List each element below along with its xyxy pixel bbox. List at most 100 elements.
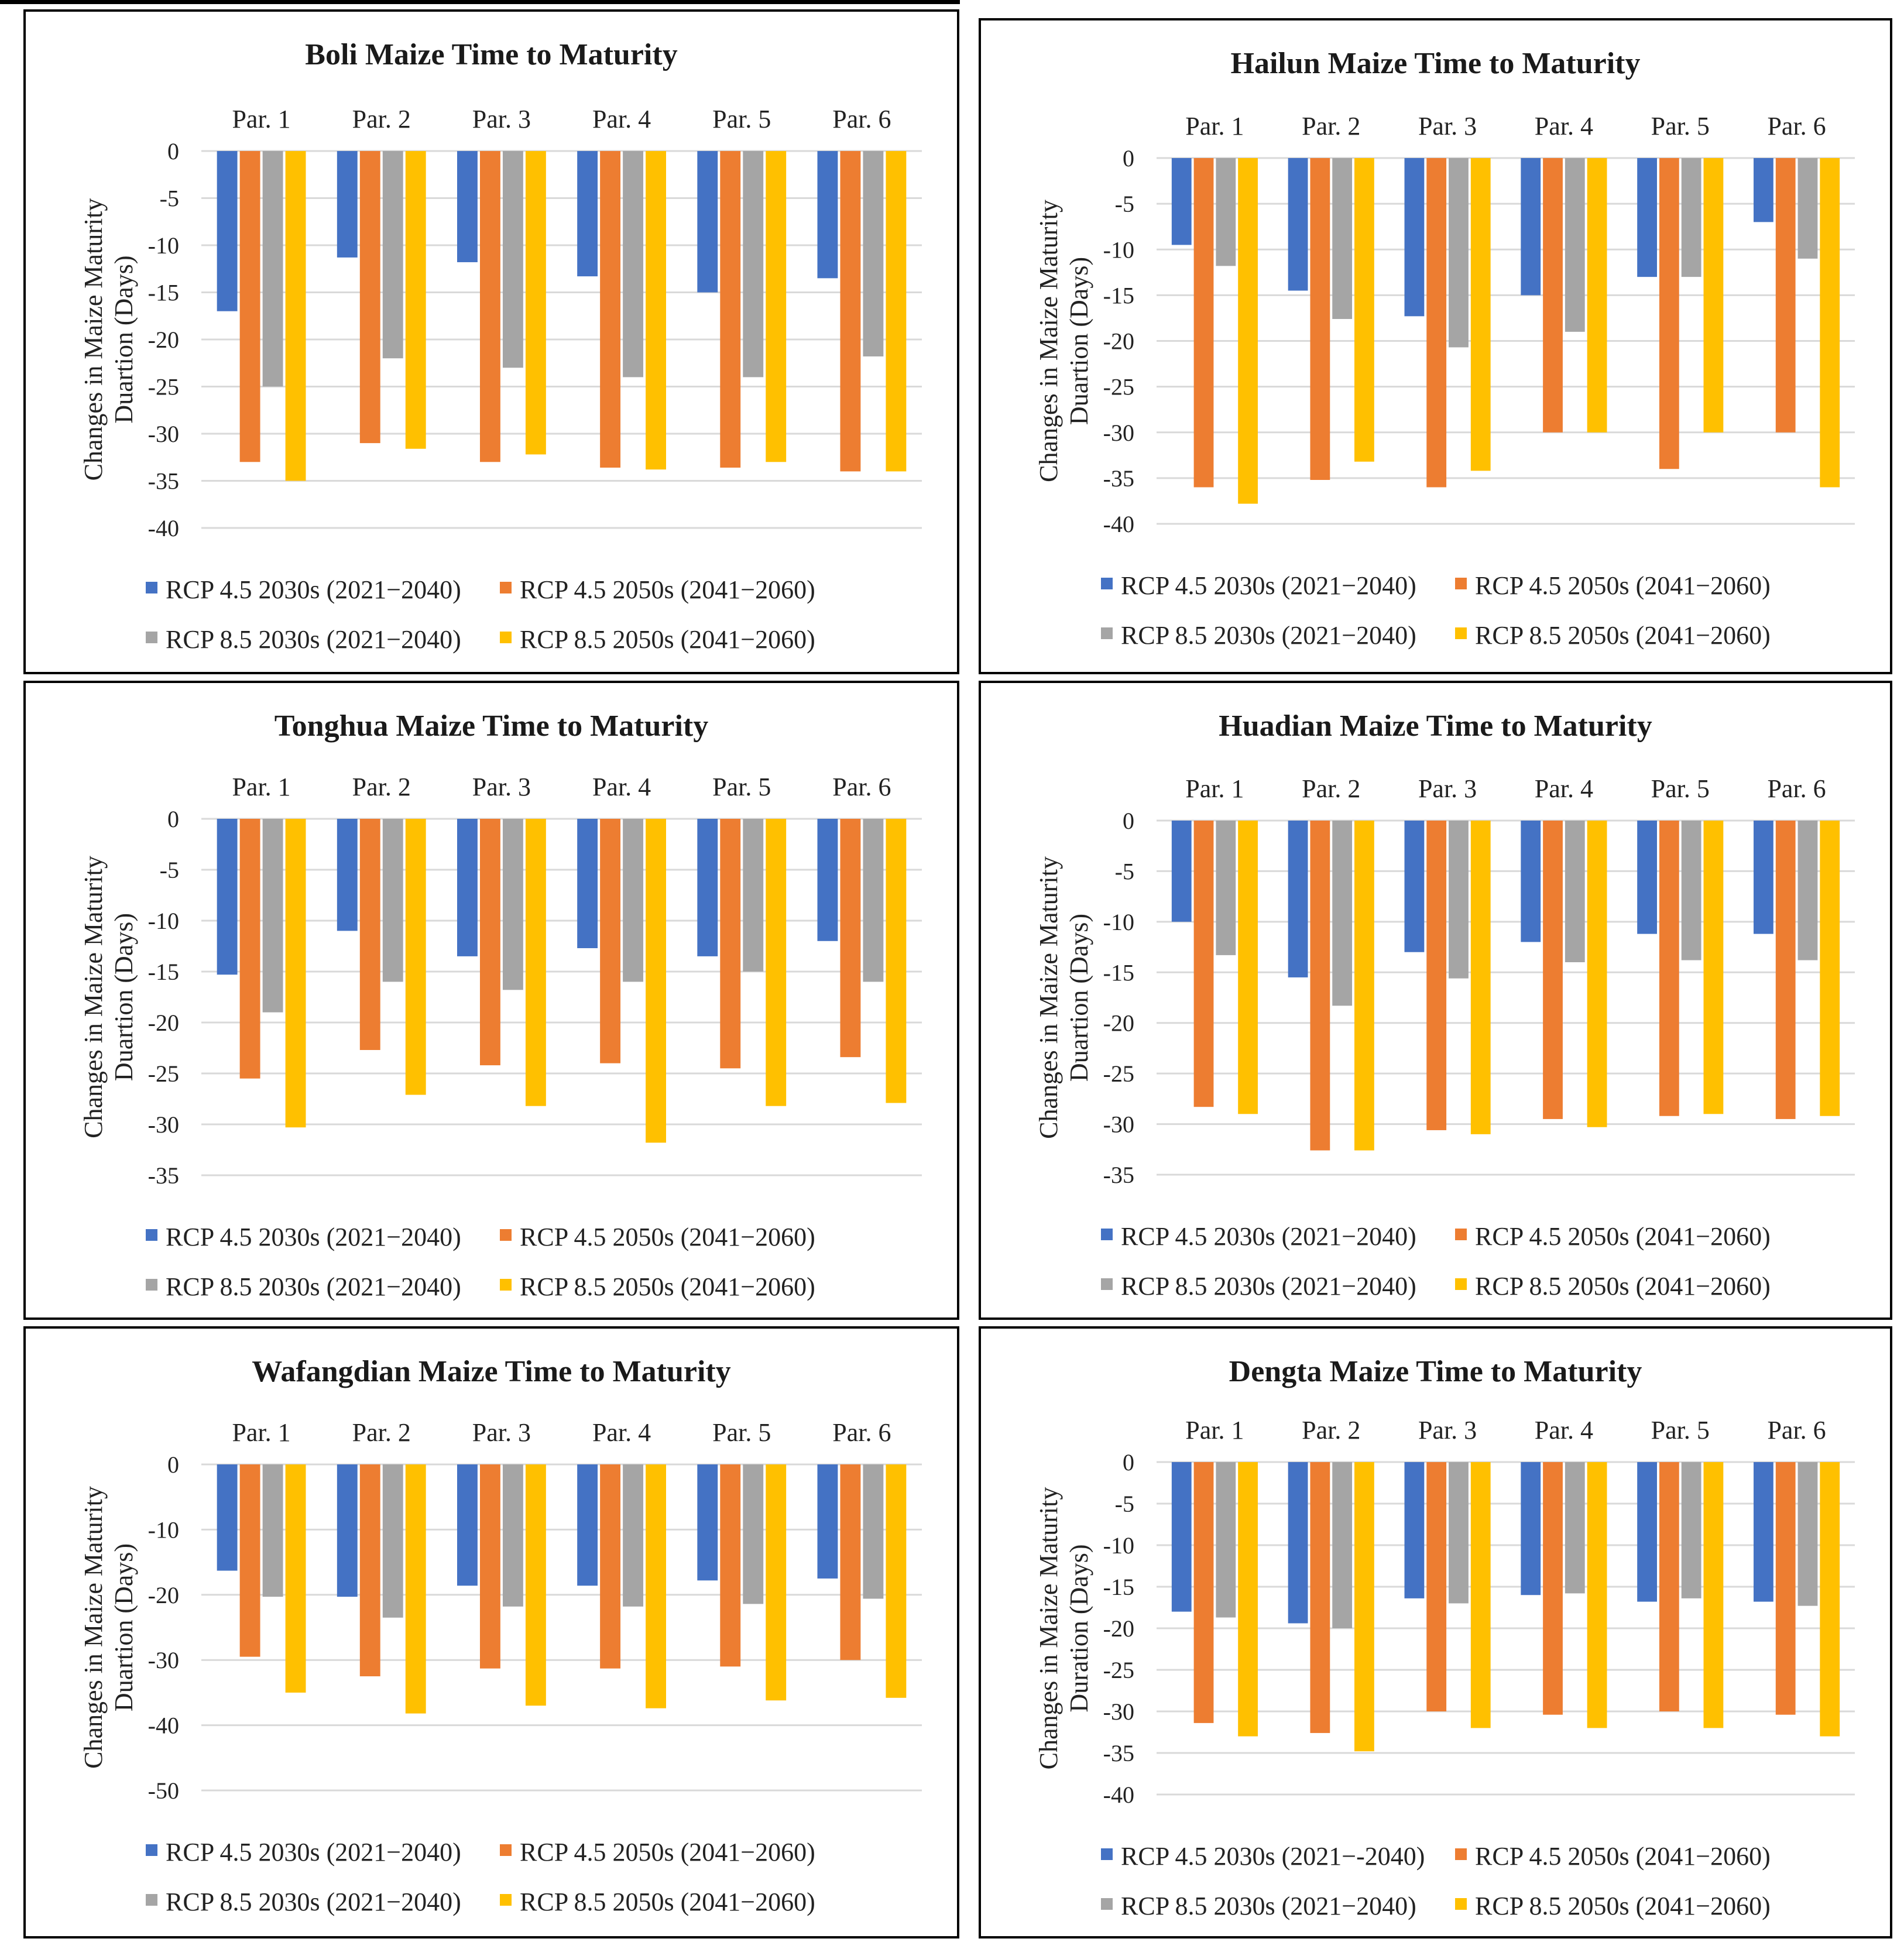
category-label: Par. 3 [472, 773, 531, 801]
bar-rcp85-2030s [382, 1464, 403, 1618]
category-label: Par. 1 [232, 773, 290, 801]
legend-swatch-rcp45-2030s [1101, 1229, 1113, 1240]
bar-rcp45-2050s [1310, 1462, 1330, 1733]
y-tick-label: -5 [1115, 191, 1134, 217]
chart-title: Boli Maize Time to Maturity [305, 38, 677, 71]
bar-rcp45-2030s [577, 819, 598, 948]
bar-rcp85-2050s [1703, 1462, 1724, 1728]
category-label: Par. 5 [712, 1418, 771, 1447]
legend-label-rcp85-2030s: RCP 8.5 2030s (2021−2040) [166, 1272, 461, 1301]
bar-rcp45-2050s [600, 819, 621, 1063]
legend-swatch-rcp45-2050s [1455, 1229, 1467, 1240]
bar-rcp85-2050s [525, 819, 546, 1106]
bar-rcp85-2030s [262, 819, 283, 1013]
category-label: Par. 3 [1418, 112, 1477, 140]
chart-svg: Boli Maize Time to Maturity 0 -5 -10 -15 -20 -… [79, 38, 922, 654]
bar-rcp45-2050s [1659, 821, 1679, 1116]
bar-rcp45-2050s [479, 1464, 500, 1669]
bar-rcp85-2030s [1216, 158, 1236, 266]
y-axis-label: Changes in Maize Maturity [79, 1486, 108, 1769]
bar-rcp45-2030s [1637, 821, 1657, 934]
bar-rcp45-2030s [457, 1464, 478, 1586]
bar-rcp45-2050s [359, 1464, 380, 1677]
bar-rcp45-2030s [457, 151, 478, 262]
legend-swatch-rcp85-2050s [500, 632, 512, 643]
y-axis-label: Changes in Maize Maturity [79, 856, 108, 1138]
bar-rcp45-2030s [577, 151, 598, 277]
bar-rcp85-2050s [285, 1464, 306, 1693]
category-label: Par. 6 [832, 1418, 891, 1447]
y-tick-label: -50 [148, 1778, 179, 1804]
legend-swatch-rcp45-2030s [1101, 578, 1113, 589]
chart-title: Dengta Maize Time to Maturity [1229, 1355, 1642, 1388]
bar-rcp85-2050s [285, 819, 306, 1128]
bar-rcp85-2030s [863, 819, 884, 982]
bar-rcp45-2050s [720, 819, 741, 1069]
bar-rcp85-2050s [886, 151, 907, 472]
bar-rcp45-2050s [1426, 821, 1447, 1130]
legend-label-rcp45-2050s: RCP 4.5 2050s (2041−2060) [520, 1838, 815, 1866]
bar-rcp45-2050s [840, 819, 861, 1058]
bar-rcp85-2050s [646, 819, 666, 1143]
bar-rcp45-2030s [1521, 821, 1541, 942]
bar-rcp85-2030s [1797, 158, 1818, 259]
bar-rcp85-2030s [623, 1464, 644, 1607]
y-axis-label: Duartion (Days) [1065, 257, 1093, 425]
y-tick-label: -25 [1103, 374, 1134, 400]
y-tick-label: -10 [148, 232, 179, 259]
category-label: Par. 2 [352, 773, 411, 801]
legend-swatch-rcp85-2030s [1101, 1278, 1113, 1290]
bar-rcp85-2050s [1470, 158, 1491, 471]
bar-rcp85-2050s [1354, 1462, 1374, 1752]
bar-rcp45-2030s [817, 819, 838, 941]
bar-rcp45-2050s [239, 819, 260, 1079]
legend-swatch-rcp85-2050s [1455, 1898, 1467, 1910]
y-tick-label: -5 [1115, 1491, 1134, 1517]
bar-rcp85-2030s [1565, 821, 1585, 962]
category-label: Par. 4 [592, 773, 651, 801]
bar-rcp45-2030s [1521, 158, 1541, 296]
bar-rcp45-2050s [1310, 821, 1330, 1151]
bar-rcp85-2050s [886, 1464, 907, 1698]
legend-label-rcp45-2050s: RCP 4.5 2050s (2041−2060) [520, 575, 815, 604]
bar-rcp85-2030s [502, 819, 523, 990]
y-tick-label: -35 [148, 1162, 179, 1189]
legend-swatch-rcp85-2050s [500, 1894, 512, 1906]
bar-rcp85-2030s [1681, 158, 1701, 277]
category-label: Par. 6 [1767, 774, 1826, 803]
legend-swatch-rcp85-2030s [1101, 1898, 1113, 1910]
bar-rcp85-2030s [1216, 821, 1236, 955]
bar-rcp85-2030s [623, 819, 644, 982]
bar-rcp85-2050s [1820, 821, 1840, 1116]
y-tick-label: -10 [148, 908, 179, 934]
category-label: Par. 2 [352, 105, 411, 133]
y-tick-label: -20 [1103, 1615, 1134, 1642]
bar-rcp85-2030s [1797, 1462, 1818, 1606]
legend-label-rcp45-2030s: RCP 4.5 2030s (2021−2040) [1121, 571, 1416, 600]
y-tick-label: -35 [1103, 465, 1134, 492]
category-label: Par. 1 [232, 105, 290, 133]
bar-rcp45-2030s [1404, 1462, 1425, 1598]
legend-label-rcp85-2050s: RCP 8.5 2050s (2041−2060) [520, 1272, 815, 1301]
bar-rcp45-2050s [1659, 1462, 1679, 1711]
chart-title: Huadian Maize Time to Maturity [1219, 709, 1652, 743]
bar-rcp85-2030s [1332, 821, 1353, 1006]
bar-rcp85-2030s [262, 1464, 283, 1597]
bar-rcp45-2030s [817, 151, 838, 279]
bar-rcp85-2030s [623, 151, 644, 378]
chart-svg: Wafangdian Maize Time to Maturity 0 -10 -20… [79, 1355, 922, 1916]
bar-rcp45-2030s [337, 819, 358, 931]
legend-swatch-rcp85-2050s [1455, 627, 1467, 639]
legend-swatch-rcp85-2050s [500, 1279, 512, 1291]
bar-rcp85-2030s [863, 151, 884, 356]
bar-rcp45-2050s [1193, 1462, 1214, 1723]
bar-rcp85-2050s [1820, 158, 1840, 488]
bar-rcp85-2050s [646, 1464, 666, 1708]
category-label: Par. 2 [1302, 1416, 1360, 1445]
y-tick-label: -10 [1103, 1532, 1134, 1559]
category-label: Par. 5 [712, 773, 771, 801]
category-label: Par. 1 [1185, 774, 1244, 803]
bar-rcp45-2050s [1775, 1462, 1796, 1715]
bar-rcp45-2030s [817, 1464, 838, 1579]
legend-swatch-rcp85-2030s [146, 632, 157, 643]
